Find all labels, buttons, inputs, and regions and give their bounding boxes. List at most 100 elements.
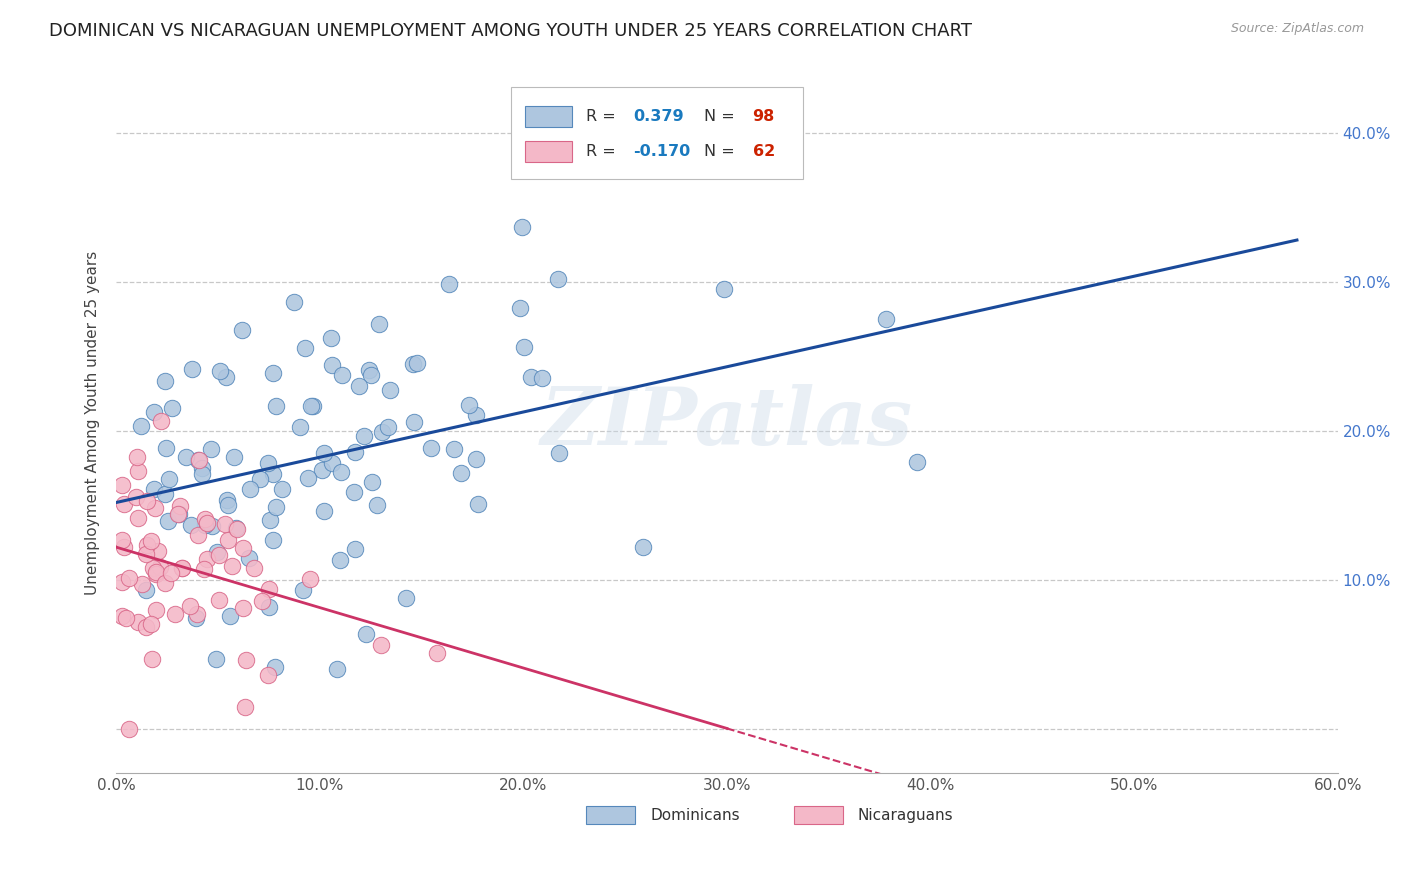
Point [378, 384, 401, 398]
Point [195, 551, 218, 566]
Point [167, 508, 190, 522]
Point [259, 600, 281, 615]
Point [214, 517, 236, 532]
Point [420, 441, 443, 455]
Point [145, 565, 167, 579]
Point [141, 534, 163, 549]
Point [231, 323, 253, 337]
Point [143, 482, 166, 496]
Point [360, 368, 382, 383]
Point [222, 450, 245, 464]
Point [180, 517, 202, 532]
Point [262, 366, 284, 380]
Point [131, 577, 153, 591]
Point [233, 700, 256, 714]
Point [142, 560, 165, 574]
Point [170, 561, 193, 575]
Point [520, 370, 543, 384]
Point [191, 461, 214, 475]
Text: DOMINICAN VS NICARAGUAN UNEMPLOYMENT AMONG YOUTH UNDER 25 YEARS CORRELATION CHAR: DOMINICAN VS NICARAGUAN UNEMPLOYMENT AMO… [49, 22, 972, 40]
Point [343, 484, 366, 499]
Point [443, 442, 465, 457]
Text: N =: N = [704, 109, 734, 124]
Point [347, 379, 370, 393]
Point [125, 490, 148, 504]
Point [136, 493, 159, 508]
Point [458, 398, 481, 412]
Point [143, 501, 166, 516]
Point [172, 561, 194, 575]
Point [141, 651, 163, 665]
Point [405, 356, 427, 370]
Point [217, 533, 239, 548]
Point [135, 582, 157, 597]
Point [259, 513, 281, 527]
Point [207, 545, 229, 559]
Point [218, 609, 240, 624]
Point [368, 318, 391, 332]
Point [467, 498, 489, 512]
Point [155, 441, 177, 455]
Point [633, 540, 655, 554]
FancyBboxPatch shape [526, 106, 572, 127]
Point [513, 339, 536, 353]
Point [127, 464, 149, 478]
Point [186, 607, 208, 622]
Point [263, 660, 285, 674]
Point [194, 512, 217, 526]
Point [127, 615, 149, 630]
Point [264, 399, 287, 413]
Point [193, 561, 215, 575]
Point [141, 616, 163, 631]
Text: R =: R = [586, 109, 616, 124]
Point [437, 277, 460, 292]
FancyBboxPatch shape [526, 141, 572, 162]
Point [509, 301, 531, 315]
Point [232, 541, 254, 555]
Point [343, 542, 366, 557]
Point [208, 592, 231, 607]
Point [314, 504, 336, 518]
Point [136, 538, 159, 552]
Point [404, 415, 426, 429]
Text: ZIPatlas: ZIPatlas [541, 384, 912, 462]
Point [344, 445, 367, 459]
Point [160, 401, 183, 415]
Point [262, 533, 284, 548]
Point [395, 591, 418, 605]
Point [465, 451, 488, 466]
Point [321, 456, 343, 470]
Point [153, 374, 176, 388]
Point [250, 594, 273, 608]
Point [312, 445, 335, 459]
Point [135, 620, 157, 634]
Point [402, 357, 425, 371]
Point [205, 652, 228, 666]
Point [907, 455, 929, 469]
Point [111, 574, 134, 589]
Text: Source: ZipAtlas.com: Source: ZipAtlas.com [1230, 22, 1364, 36]
Point [311, 463, 333, 477]
Point [112, 497, 135, 511]
Point [329, 552, 352, 566]
FancyBboxPatch shape [794, 806, 844, 824]
Point [146, 544, 169, 558]
Point [377, 420, 399, 434]
Point [232, 600, 254, 615]
Point [239, 482, 262, 496]
Point [249, 472, 271, 486]
Point [530, 370, 553, 384]
Point [354, 626, 377, 640]
Point [194, 518, 217, 533]
Point [321, 358, 343, 372]
Text: Nicaraguans: Nicaraguans [858, 808, 953, 822]
Point [235, 653, 257, 667]
Point [221, 558, 243, 573]
Point [242, 561, 264, 575]
Point [111, 533, 134, 548]
FancyBboxPatch shape [510, 87, 803, 178]
Point [257, 582, 280, 597]
Point [127, 511, 149, 525]
Text: N =: N = [704, 144, 734, 159]
Point [209, 364, 232, 378]
